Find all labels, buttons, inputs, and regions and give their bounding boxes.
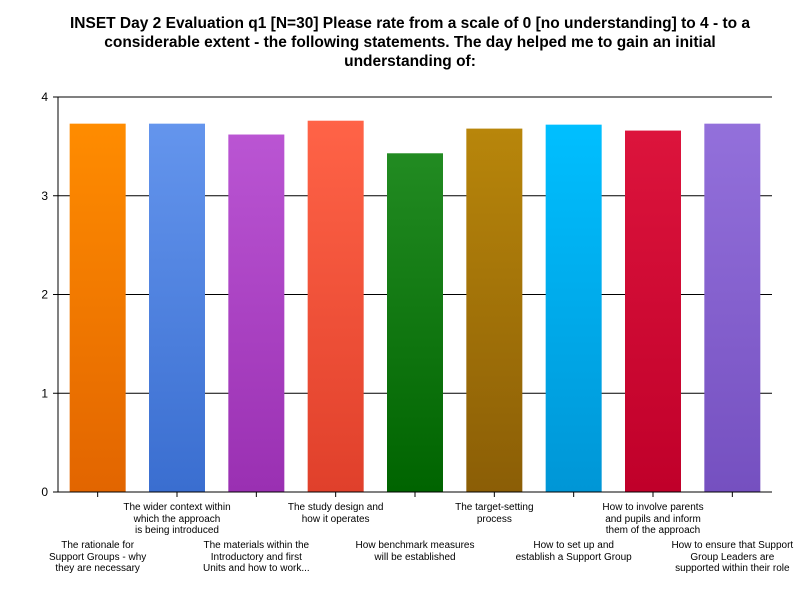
y-tick-label: 4 — [41, 90, 48, 104]
bar — [466, 128, 523, 492]
bar — [625, 130, 681, 492]
bars — [69, 120, 761, 493]
x-tick-label: How benchmark measures will be establish… — [355, 540, 475, 563]
bar — [149, 123, 205, 492]
y-tick-label: 3 — [41, 189, 48, 203]
bar — [69, 123, 126, 492]
x-tick-label: How to set up and establish a Support Gr… — [515, 540, 632, 563]
y-tick-label: 1 — [41, 386, 48, 400]
bar — [545, 124, 602, 493]
bar — [387, 153, 443, 492]
bar — [307, 120, 364, 492]
y-tick-label: 0 — [41, 485, 48, 499]
axes — [53, 96, 772, 497]
x-tick-label: The target-setting process — [455, 502, 534, 525]
y-tick-labels: 0 1 2 3 4 — [41, 90, 48, 499]
chart-title: INSET Day 2 Evaluation q1 [N=30] Please … — [69, 15, 751, 70]
x-tick-label: How to ensure that Support Group Leaders… — [671, 540, 794, 574]
bar — [228, 134, 285, 492]
x-tick-label: The wider context within which the appro… — [123, 502, 231, 536]
bar — [704, 123, 761, 492]
x-tick-label: The materials within the Introductory an… — [202, 540, 310, 574]
y-tick-label: 2 — [41, 288, 48, 302]
x-tick-label: How to involve parents and pupils and in… — [602, 502, 704, 536]
x-tick-label: The rationale for Support Groups - why t… — [49, 540, 147, 574]
x-tick-label: The study design and how it operates — [287, 502, 384, 525]
